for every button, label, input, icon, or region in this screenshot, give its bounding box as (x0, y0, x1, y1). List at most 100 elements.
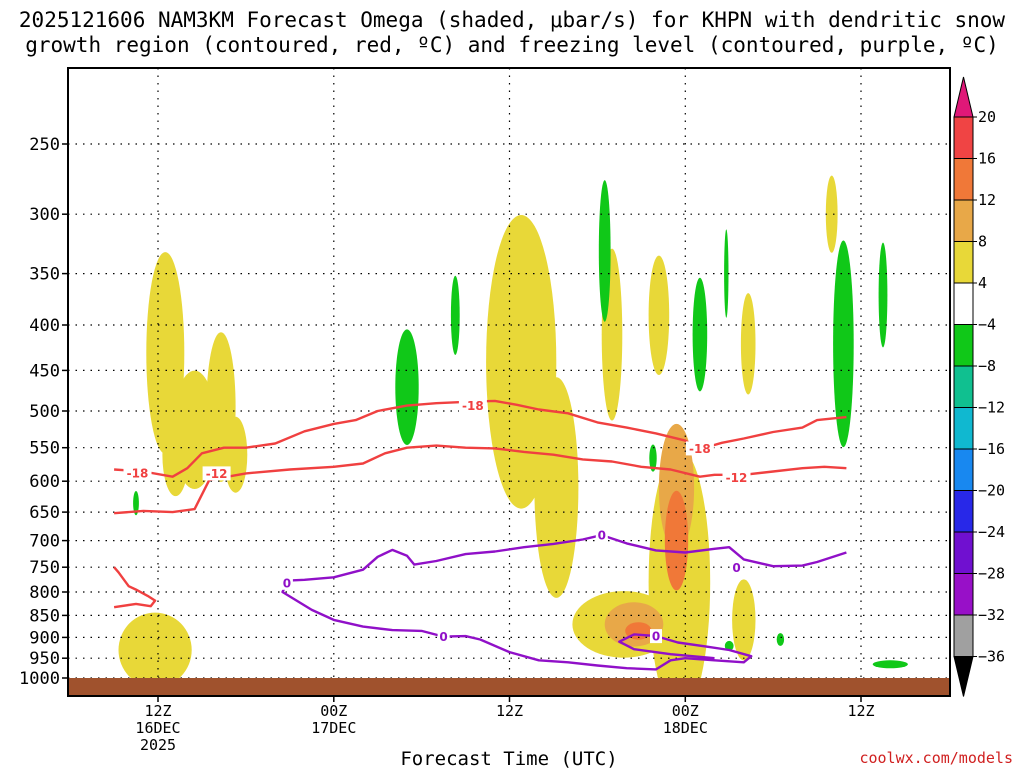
contour-label-bg (123, 465, 152, 480)
omega-cell (776, 633, 785, 646)
y-tick-label: 750 (29, 558, 60, 578)
colorbar: 20 16 12 8 4 −4 −8 −12 −16 −20 −24 −28 −32 −36 (953, 76, 1005, 697)
colorbar-swatch (953, 490, 974, 533)
colorbar-swatch (953, 158, 974, 201)
omega-cell (724, 640, 734, 651)
contour-label: -12 (206, 467, 228, 481)
x-tick-label: 00Z (320, 702, 347, 720)
chart-title-line2: growth region (contoured, red, ºC) and f… (25, 33, 999, 57)
colorbar-swatch (953, 241, 974, 284)
colorbar-swatch (953, 614, 974, 657)
y-tick-label: 400 (29, 316, 60, 336)
omega-cell (146, 252, 185, 454)
contour-label-bg (437, 629, 450, 644)
omega-cell (825, 175, 838, 253)
colorbar-label: −24 (978, 523, 1005, 541)
x-tick-label: 18DEC (663, 719, 708, 737)
contour-label: 0 (652, 630, 660, 644)
terrain-ground (68, 678, 950, 696)
contour-label: -18 (127, 466, 149, 480)
colorbar-label: 8 (978, 233, 987, 251)
y-tick-label: 600 (29, 472, 60, 492)
colorbar-label: −4 (978, 316, 996, 334)
contour-label-bg (595, 528, 608, 543)
temperature-contour (114, 399, 847, 478)
y-tick-label: 1000 (19, 669, 60, 689)
contour-label: -18 (689, 442, 711, 456)
colorbar-bottom-arrow (953, 656, 974, 697)
contour-label: -12 (726, 471, 748, 485)
contour-label: 0 (598, 529, 606, 543)
y-tick-label: 500 (29, 402, 60, 422)
omega-cell (740, 293, 756, 395)
omega-shading (118, 175, 908, 696)
site-credit[interactable]: coolwx.com/models (859, 749, 1013, 767)
x-tick-label: 2025 (140, 736, 176, 754)
y-tick-label: 900 (29, 628, 60, 648)
contour-label: -18 (462, 399, 484, 413)
colorbar-swatch (953, 116, 974, 159)
freezing-level-contour (282, 533, 847, 582)
colorbar-label: −20 (978, 482, 1005, 500)
y-tick-label: 450 (29, 361, 60, 381)
contour-label: 0 (732, 561, 740, 575)
omega-cell (692, 277, 708, 392)
omega-cell (872, 660, 908, 669)
x-tick-label: 12Z (144, 702, 171, 720)
y-tick-label: 700 (29, 532, 60, 552)
omega-cell (133, 491, 139, 516)
colorbar-swatch (953, 531, 974, 574)
y-tick-label: 250 (29, 135, 60, 155)
y-tick-label: 550 (29, 439, 60, 459)
colorbar-swatch (953, 199, 974, 242)
omega-cell (833, 240, 854, 448)
colorbar-label: 20 (978, 108, 996, 126)
contour-label-bg (280, 575, 293, 590)
colorbar-label: −32 (978, 606, 1005, 624)
colorbar-swatch (953, 448, 974, 491)
pressure-grid (68, 68, 950, 679)
colorbar-swatch (953, 282, 974, 325)
contour-label-bg (202, 466, 231, 481)
x-tick-label: 12Z (496, 702, 523, 720)
y-tick-label: 300 (29, 205, 60, 225)
omega-cell (648, 255, 670, 375)
y-axis: 2503003504004505005506006507007508008509… (19, 135, 68, 689)
y-tick-label: 350 (29, 265, 60, 285)
omega-cell (162, 413, 189, 497)
omega-cell (450, 275, 460, 355)
colorbar-top-arrow (953, 76, 974, 118)
colorbar-label: −28 (978, 565, 1005, 583)
omega-cell (724, 229, 729, 318)
colorbar-label: −16 (978, 440, 1005, 458)
omega-cell (649, 444, 657, 472)
contour-labels: -18 -18 -18 -12 -12 0 0 0 0 0 (123, 398, 751, 644)
colorbar-label: −36 (978, 648, 1005, 666)
x-axis-label: Forecast Time (UTC) (400, 748, 617, 768)
y-tick-label: 950 (29, 649, 60, 669)
colorbar-swatch (953, 365, 974, 408)
y-tick-label: 650 (29, 503, 60, 523)
contour-label-bg (650, 629, 662, 644)
chart-title-line1: 2025121606 NAM3KM Forecast Omega (shaded… (19, 8, 1006, 32)
contour-label: 0 (439, 630, 447, 644)
contour-label-bg (685, 441, 714, 456)
y-tick-label: 850 (29, 606, 60, 626)
colorbar-swatch (953, 324, 974, 367)
temperature-contour (113, 566, 157, 609)
colorbar-swatch (953, 573, 974, 616)
omega-cell (598, 180, 611, 322)
x-tick-label: 12Z (847, 702, 874, 720)
omega-cell (878, 242, 888, 348)
y-tick-label: 800 (29, 583, 60, 603)
omega-cell (395, 329, 419, 446)
colorbar-label: 4 (978, 274, 987, 292)
contour-label-bg (722, 470, 751, 485)
colorbar-swatch (953, 407, 974, 450)
colorbar-label: −8 (978, 357, 996, 375)
contour-label-bg (458, 398, 487, 413)
colorbar-label: 16 (978, 150, 996, 168)
omega-cell (223, 416, 248, 493)
